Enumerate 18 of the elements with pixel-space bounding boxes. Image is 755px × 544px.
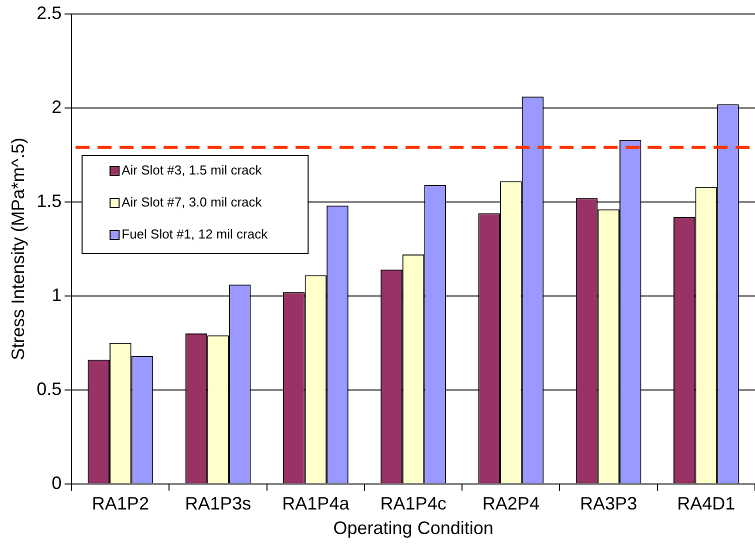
x-tick-label: RA2P4 — [482, 494, 540, 514]
x-tick-label: RA3P3 — [580, 494, 638, 514]
y-tick-label: 1 — [52, 284, 62, 305]
y-axis-title: Stress Intensity (MPa*m^.5) — [8, 138, 28, 360]
x-tick-label: RA1P3s — [185, 494, 252, 514]
y-tick-label: 0 — [52, 472, 62, 493]
legend-label: Fuel Slot #1, 12 mil crack — [122, 226, 268, 242]
x-tick-label: RA1P2 — [92, 494, 149, 514]
legend-label: Air Slot #7, 3.0 mil crack — [122, 194, 262, 210]
y-tick-label: 2 — [52, 96, 62, 117]
x-tick-label: RA4D1 — [677, 494, 736, 514]
y-tick-label: 0.5 — [36, 378, 62, 399]
y-tick-label: 1.5 — [36, 190, 62, 211]
x-axis-title: Operating Condition — [333, 518, 494, 538]
x-tick-label: RA1P4c — [380, 494, 446, 514]
y-tick-label: 2.5 — [36, 2, 62, 23]
legend-label: Air Slot #3, 1.5 mil crack — [122, 162, 262, 178]
x-tick-label: RA1P4a — [282, 494, 350, 514]
